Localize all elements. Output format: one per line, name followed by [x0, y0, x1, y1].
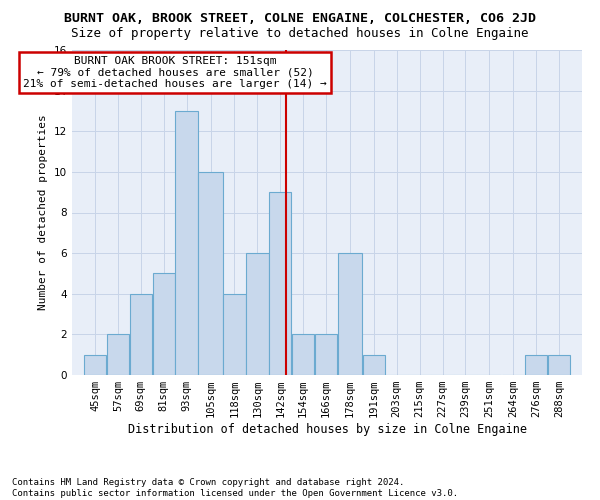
- Bar: [525, 354, 547, 375]
- Bar: [130, 294, 152, 375]
- Bar: [223, 294, 245, 375]
- Bar: [152, 274, 175, 375]
- Bar: [246, 253, 269, 375]
- Bar: [315, 334, 337, 375]
- Bar: [107, 334, 129, 375]
- Y-axis label: Number of detached properties: Number of detached properties: [38, 114, 49, 310]
- Bar: [338, 253, 362, 375]
- Bar: [548, 354, 570, 375]
- Bar: [84, 354, 106, 375]
- Text: BURNT OAK, BROOK STREET, COLNE ENGAINE, COLCHESTER, CO6 2JD: BURNT OAK, BROOK STREET, COLNE ENGAINE, …: [64, 12, 536, 26]
- Text: Size of property relative to detached houses in Colne Engaine: Size of property relative to detached ho…: [71, 28, 529, 40]
- Text: BURNT OAK BROOK STREET: 151sqm
← 79% of detached houses are smaller (52)
21% of : BURNT OAK BROOK STREET: 151sqm ← 79% of …: [23, 56, 327, 90]
- X-axis label: Distribution of detached houses by size in Colne Engaine: Distribution of detached houses by size …: [128, 423, 527, 436]
- Bar: [175, 111, 198, 375]
- Text: Contains HM Land Registry data © Crown copyright and database right 2024.
Contai: Contains HM Land Registry data © Crown c…: [12, 478, 458, 498]
- Bar: [292, 334, 314, 375]
- Bar: [269, 192, 292, 375]
- Bar: [362, 354, 385, 375]
- Bar: [199, 172, 223, 375]
